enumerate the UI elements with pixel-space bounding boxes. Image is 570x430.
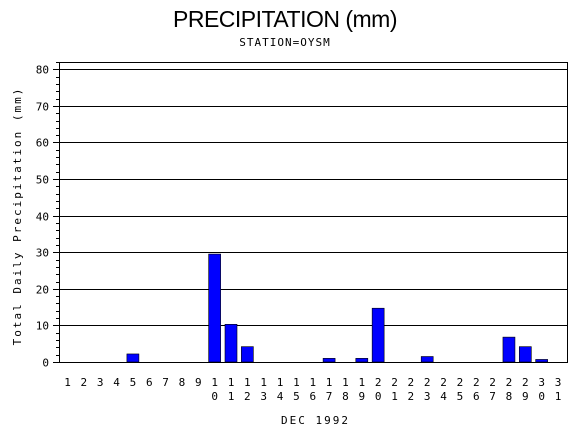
bar-day-11 xyxy=(224,324,238,363)
bar-day-28 xyxy=(502,336,516,363)
y-tick-label-20: 20 xyxy=(36,284,49,297)
x-tick-label-9: 9 xyxy=(195,376,202,389)
bars xyxy=(126,253,548,363)
plot-frame xyxy=(59,62,568,363)
x-axis-label: DEC 1992 xyxy=(281,414,350,427)
bar-day-19 xyxy=(355,358,369,363)
bar-day-17 xyxy=(322,358,336,363)
bar-day-30 xyxy=(535,359,548,363)
x-tick-label-4: 4 xyxy=(113,376,120,389)
y-tick-label-70: 70 xyxy=(36,101,49,114)
x-tick-label-2: 2 xyxy=(81,376,88,389)
y-tick-label-40: 40 xyxy=(36,211,49,224)
x-tick-label-5: 5 xyxy=(130,376,137,389)
bar-day-10 xyxy=(208,253,221,363)
x-tick-label-6: 6 xyxy=(146,376,153,389)
x-tick-label-1: 1 xyxy=(64,376,71,389)
y-tick-label-50: 50 xyxy=(36,174,49,187)
x-tick-label-3: 3 xyxy=(97,376,104,389)
bar-day-5 xyxy=(126,353,140,363)
axes xyxy=(53,62,568,363)
x-tick-label-8: 8 xyxy=(179,376,186,389)
bar-day-23 xyxy=(420,356,434,363)
bar-day-29 xyxy=(518,346,532,363)
chart-title: PRECIPITATION (mm) xyxy=(173,6,397,32)
y-tick-label-80: 80 xyxy=(36,64,49,77)
y-tick-label-0: 0 xyxy=(42,357,49,370)
grid-lines xyxy=(59,69,568,326)
x-tick-label-7: 7 xyxy=(162,376,169,389)
y-tick-label-10: 10 xyxy=(36,320,49,333)
y-tick-label-30: 30 xyxy=(36,247,49,260)
y-tick-label-60: 60 xyxy=(36,137,49,150)
bar-day-20 xyxy=(371,307,385,363)
chart-subtitle: STATION=OYSM xyxy=(239,36,331,49)
bar-day-12 xyxy=(241,346,254,363)
y-axis-label: Total Daily Precipitation (mm) xyxy=(11,87,24,346)
